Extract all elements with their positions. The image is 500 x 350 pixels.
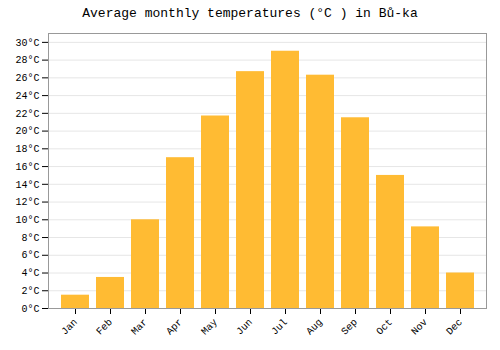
- svg-text:26°C: 26°C: [15, 73, 39, 84]
- svg-text:16°C: 16°C: [15, 162, 39, 173]
- svg-text:8°C: 8°C: [21, 233, 39, 244]
- svg-text:Feb: Feb: [94, 317, 115, 338]
- svg-text:May: May: [199, 317, 220, 338]
- svg-text:14°C: 14°C: [15, 180, 39, 191]
- svg-text:10°C: 10°C: [15, 215, 39, 226]
- svg-text:12°C: 12°C: [15, 197, 39, 208]
- svg-text:18°C: 18°C: [15, 144, 39, 155]
- svg-text:2°C: 2°C: [21, 286, 39, 297]
- svg-text:20°C: 20°C: [15, 126, 39, 137]
- svg-text:Apr: Apr: [164, 317, 185, 338]
- svg-text:Oct: Oct: [374, 317, 395, 338]
- svg-text:Mar: Mar: [129, 317, 150, 338]
- svg-text:Jan: Jan: [59, 317, 80, 338]
- svg-text:Nov: Nov: [409, 317, 430, 338]
- svg-text:Sep: Sep: [339, 317, 360, 338]
- svg-text:22°C: 22°C: [15, 109, 39, 120]
- svg-text:0°C: 0°C: [21, 304, 39, 315]
- svg-text:Jun: Jun: [234, 317, 255, 338]
- svg-text:6°C: 6°C: [21, 250, 39, 261]
- svg-text:30°C: 30°C: [15, 38, 39, 49]
- svg-text:24°C: 24°C: [15, 91, 39, 102]
- svg-text:4°C: 4°C: [21, 268, 39, 279]
- html-text:Average monthly temperatures (: Average monthly temperatures (°C ) in Bů…: [82, 6, 418, 21]
- svg-text:Aug: Aug: [304, 317, 325, 338]
- svg-text:Jul: Jul: [269, 317, 290, 338]
- svg-text:28°C: 28°C: [15, 55, 39, 66]
- svg-text:Dec: Dec: [444, 317, 465, 338]
